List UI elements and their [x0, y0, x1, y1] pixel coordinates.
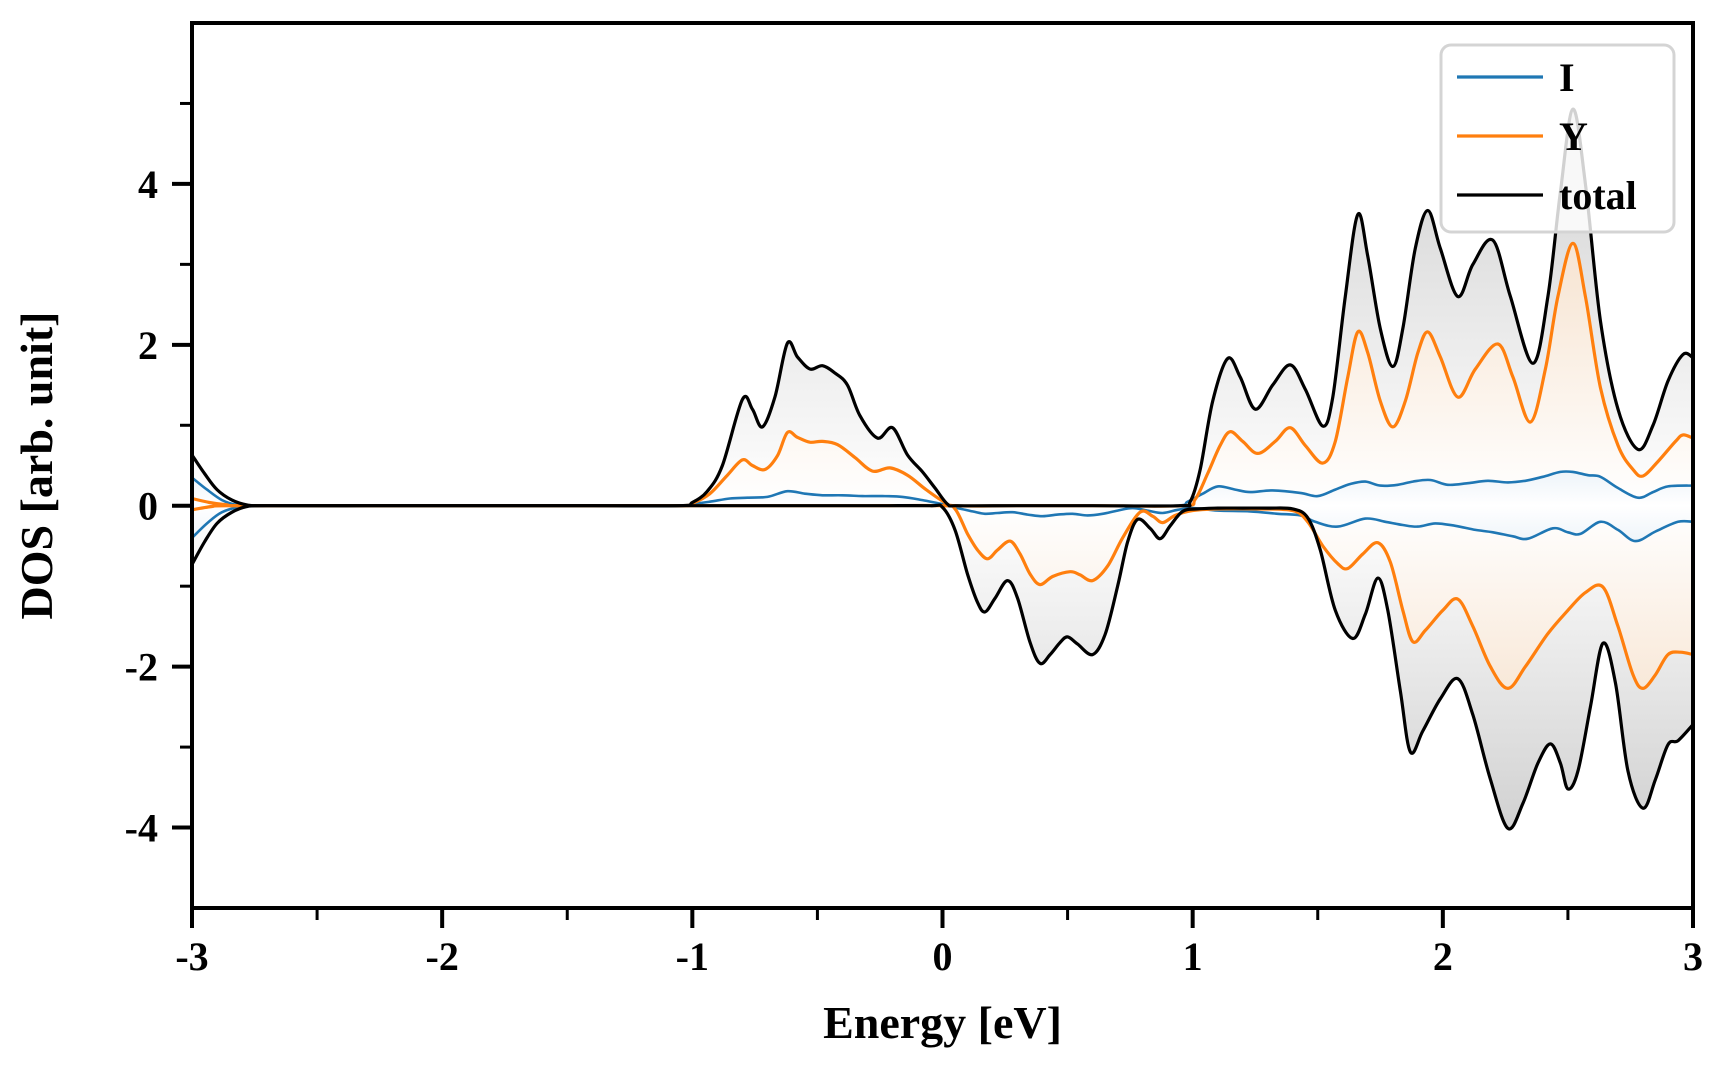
- legend-label-total: total: [1559, 173, 1637, 218]
- x-axis-label: Energy [eV]: [823, 997, 1062, 1048]
- y-tick-label: 4: [138, 162, 158, 207]
- plot-area: [190, 107, 1695, 831]
- x-tick-label: -2: [426, 934, 459, 979]
- x-tick-label: 1: [1183, 934, 1203, 979]
- legend-box: [1439, 43, 1676, 234]
- y-tick-label: -2: [125, 645, 158, 690]
- x-tick-label: 2: [1433, 934, 1453, 979]
- y-tick-label: 2: [138, 323, 158, 368]
- x-tick-label: -3: [175, 934, 208, 979]
- total-spin-down-curve: [190, 503, 1695, 831]
- legend-label-I: I: [1559, 55, 1575, 100]
- axis-ticks: [172, 101, 1695, 928]
- I-spin-down-fill: [192, 505, 1693, 542]
- Y-spin-up-curve: [190, 241, 1695, 508]
- plot-border: [190, 21, 1695, 910]
- total-spin-up-curve: [190, 107, 1695, 508]
- y-tick-label: -4: [125, 806, 158, 851]
- y-tick-label: 0: [138, 484, 158, 529]
- y-axis-label: DOS [arb. unit]: [11, 312, 62, 620]
- x-tick-label: -1: [676, 934, 709, 979]
- x-tick-label: 3: [1683, 934, 1703, 979]
- legend-label-Y: Y: [1559, 114, 1588, 159]
- x-tick-label: 0: [933, 934, 953, 979]
